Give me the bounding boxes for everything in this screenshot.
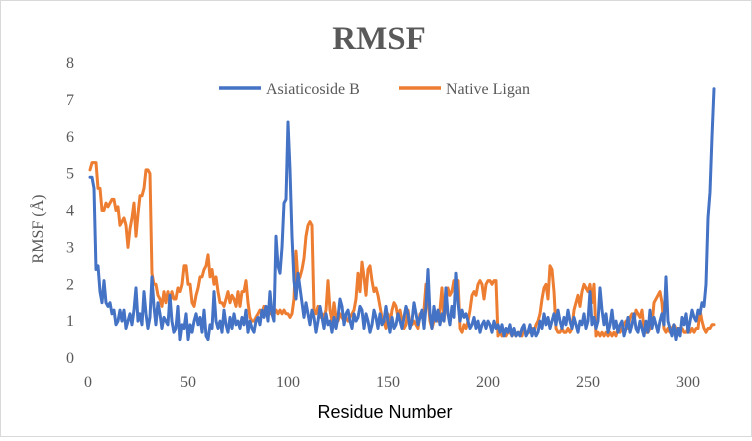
y-tick-label: 1	[66, 313, 74, 330]
chart-title: RMSF	[332, 21, 426, 57]
series-line-asiaticoside-b	[88, 87, 716, 342]
y-tick-label: 0	[66, 350, 74, 367]
y-tick-label: 6	[66, 129, 74, 146]
y-axis-label: RMSF (Å)	[29, 195, 47, 264]
y-tick-label: 2	[66, 276, 74, 293]
x-tick-label: 100	[276, 374, 300, 391]
x-tick-label: 50	[180, 374, 196, 391]
y-axis-ticks: 0 1 2 3 4 5 6 7 8	[66, 55, 74, 367]
x-tick-label: 200	[476, 374, 500, 391]
legend-label: Asiaticoside B	[266, 81, 360, 98]
x-tick-label: 0	[84, 374, 92, 391]
x-tick-label: 300	[676, 374, 700, 391]
legend-label: Native Ligan	[446, 81, 530, 98]
y-tick-label: 8	[66, 55, 74, 72]
x-axis-label: Residue Number	[317, 402, 452, 422]
series-layer	[88, 87, 716, 342]
x-tick-label: 150	[376, 374, 400, 391]
x-axis-ticks: 0 50 100 150 200 250 300	[84, 374, 700, 391]
y-tick-label: 3	[66, 239, 74, 256]
legend: Asiaticoside B Native Ligan	[219, 81, 530, 98]
y-tick-label: 4	[66, 203, 74, 220]
y-tick-label: 7	[66, 92, 74, 109]
series-line-native-ligan	[88, 161, 716, 338]
x-tick-label: 250	[576, 374, 600, 391]
y-tick-label: 5	[66, 166, 74, 183]
